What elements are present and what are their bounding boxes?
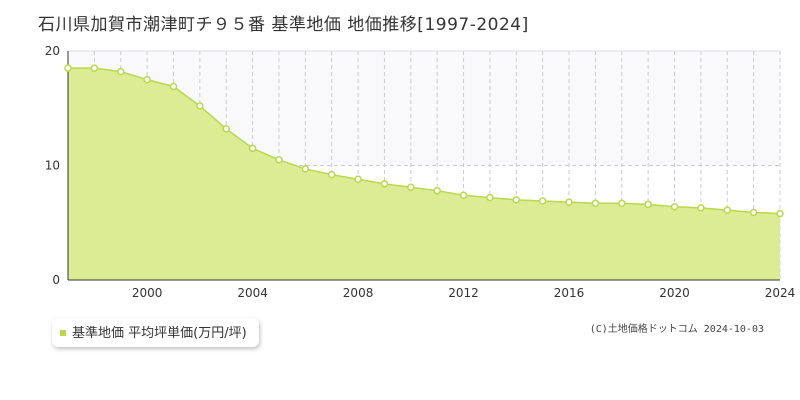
- copyright-text: (C)土地価格ドットコム 2024-10-03: [589, 324, 764, 335]
- data-point: [459, 191, 468, 200]
- data-point: [169, 82, 178, 91]
- data-point: [538, 197, 547, 205]
- data-point: [486, 193, 494, 202]
- data-point: [327, 170, 336, 179]
- data-point: [433, 186, 441, 195]
- data-point: [248, 144, 257, 153]
- y-tick-label: 10: [45, 159, 60, 173]
- chart-title: 石川県加賀市潮津町チ９５番 基準地価 地価推移[1997-2024]: [38, 15, 529, 35]
- data-point: [354, 175, 362, 183]
- data-point: [90, 64, 99, 72]
- x-tick-label: 2016: [554, 286, 585, 300]
- x-tick-label: 2004: [237, 286, 268, 300]
- y-tick-label: 0: [52, 273, 60, 287]
- data-point: [723, 206, 732, 214]
- data-point: [116, 67, 125, 76]
- data-point: [143, 75, 151, 84]
- legend: 基準地価 平均坪単価(万円/坪): [52, 318, 259, 347]
- data-point: [697, 204, 705, 212]
- x-tick-label: 2012: [448, 286, 479, 300]
- data-point: [222, 125, 230, 133]
- legend-label: 基準地価 平均坪単価(万円/坪): [72, 326, 247, 341]
- data-point: [196, 102, 204, 110]
- x-tick-label: 2008: [343, 286, 374, 300]
- data-point: [776, 209, 784, 218]
- series-line: [68, 67, 781, 215]
- y-tick-label: 20: [45, 44, 60, 58]
- legend-swatch: [60, 329, 66, 336]
- x-tick-label: 2024: [765, 286, 796, 300]
- data-point: [64, 64, 72, 72]
- x-tick-label: 2020: [659, 286, 690, 300]
- data-point: [618, 199, 626, 208]
- data-point: [644, 200, 652, 209]
- data-point: [380, 180, 389, 188]
- data-point: [275, 156, 283, 164]
- data-point: [512, 196, 521, 204]
- data-point: [301, 165, 310, 173]
- series-area: [68, 68, 780, 280]
- data-point: [749, 208, 758, 217]
- x-tick-label: 2000: [132, 286, 163, 300]
- data-point: [407, 183, 415, 192]
- data-point: [565, 198, 573, 206]
- data-point: [591, 199, 600, 208]
- data-point: [670, 202, 679, 211]
